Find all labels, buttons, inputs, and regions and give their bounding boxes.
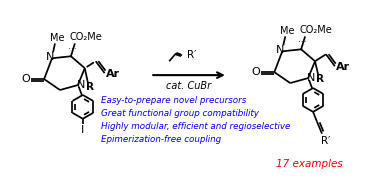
- Text: CO₂Me: CO₂Me: [70, 32, 102, 42]
- Text: Great functional group compatibility: Great functional group compatibility: [101, 109, 259, 118]
- Text: ···: ···: [298, 38, 307, 47]
- Text: 17 examples: 17 examples: [276, 159, 342, 169]
- Text: Me: Me: [50, 33, 64, 43]
- Text: N: N: [46, 52, 54, 62]
- Text: cat. CuBr: cat. CuBr: [166, 81, 212, 91]
- Text: I: I: [81, 125, 84, 135]
- Text: Epimerization-free coupling: Epimerization-free coupling: [101, 135, 221, 144]
- Text: Me: Me: [280, 27, 294, 36]
- Text: R: R: [316, 74, 324, 84]
- Text: Ar: Ar: [336, 62, 350, 72]
- Text: N: N: [307, 73, 315, 83]
- Text: R: R: [86, 82, 94, 92]
- Text: O: O: [21, 74, 29, 84]
- Text: R′: R′: [321, 136, 331, 146]
- Text: ···: ···: [68, 45, 76, 54]
- Text: Highly modular, efficient and regioselective: Highly modular, efficient and regioselec…: [101, 122, 290, 131]
- Text: N: N: [276, 45, 285, 55]
- Text: O: O: [251, 67, 260, 77]
- Text: Easy-to-prepare novel precursors: Easy-to-prepare novel precursors: [101, 96, 246, 105]
- Text: N: N: [77, 80, 85, 90]
- Text: CO₂Me: CO₂Me: [300, 25, 332, 36]
- Text: R′: R′: [187, 50, 197, 60]
- Text: Ar: Ar: [105, 69, 120, 79]
